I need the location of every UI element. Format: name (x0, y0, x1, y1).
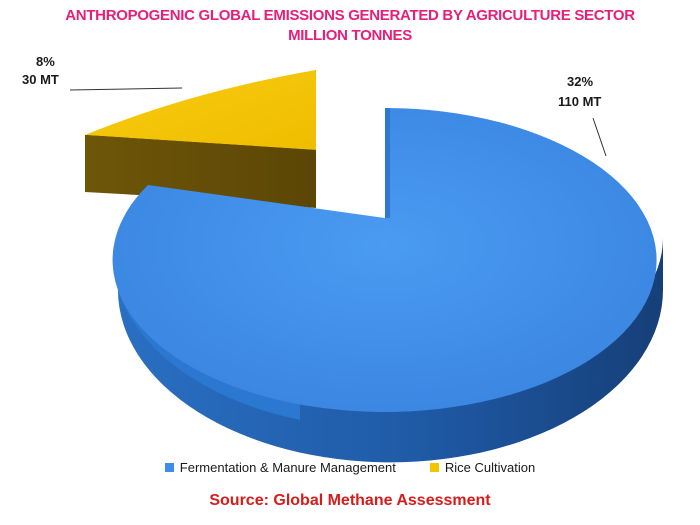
fermentation-percent-label: 32% (567, 74, 593, 89)
rice-value-label: 30 MT (22, 72, 59, 87)
rice-percent-label: 8% (36, 54, 55, 69)
legend-swatch-fermentation (164, 463, 174, 472)
chart-title-block: ANTHROPOGENIC GLOBAL EMISSIONS GENERATED… (0, 6, 700, 46)
chart-title: ANTHROPOGENIC GLOBAL EMISSIONS GENERATED… (65, 7, 635, 24)
legend-item-rice: Rice Cultivation (429, 460, 536, 475)
legend-item-fermentation: Fermentation & Manure Management (164, 460, 396, 475)
fermentation-slice-top (112, 108, 657, 412)
rice-leader-line (69, 87, 183, 91)
rice-slice-wall (85, 135, 316, 208)
legend-swatch-rice (429, 463, 439, 472)
pie-slice-fermentation-manure (112, 108, 663, 463)
fermentation-slice-cut (385, 108, 390, 218)
chart-subtitle: MILLION TONNES (288, 27, 412, 44)
fermentation-leader-line (592, 117, 607, 157)
chart-legend: Fermentation & Manure Management Rice Cu… (0, 460, 700, 475)
rice-slice-top (85, 70, 316, 150)
fermentation-value-label: 110 MT (558, 94, 601, 109)
pie-slice-rice-cultivation (85, 70, 316, 208)
source-note: Source: Global Methane Assessment (209, 492, 491, 509)
legend-label-fermentation: Fermentation & Manure Management (179, 460, 396, 475)
legend-label-rice: Rice Cultivation (444, 460, 536, 475)
